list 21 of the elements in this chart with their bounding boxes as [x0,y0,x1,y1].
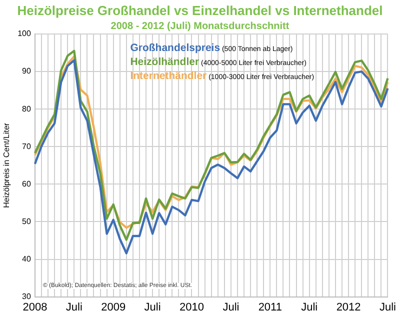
y-tick-label: 70 [22,142,32,151]
x-tick-label: 2012 [336,301,361,314]
y-tick-label: 80 [22,104,32,114]
x-tick-label: 2011 [258,301,282,314]
x-tick-label: Juli [144,301,161,314]
chart-subtitle: 2008 - 2012 (Juli) Monatsdurchschnitt [110,21,290,32]
x-tick-label: Juli [222,301,240,314]
y-tick-label: 50 [22,216,32,226]
chart-title: Heizölpreise Großhandel vs Einzelhandel vs Internethandel [16,3,384,18]
x-tick-label: Juli [301,301,318,314]
y-tick-label: 90 [22,66,32,76]
x-tick-label: Juli [66,301,82,314]
y-tick-label: 30 [22,292,32,302]
y-tick-label: 40 [22,254,32,264]
y-tick-label: 60 [22,179,32,188]
x-tick-label: 2009 [101,301,126,314]
x-tick-label: 2008 [22,301,48,314]
x-tick-label: 2010 [180,301,204,314]
x-tick-label: Juli [379,301,396,314]
y-axis-title: Heizölpreis in Cent/Liter [2,122,12,208]
y-tick-label: 100 [18,29,32,38]
